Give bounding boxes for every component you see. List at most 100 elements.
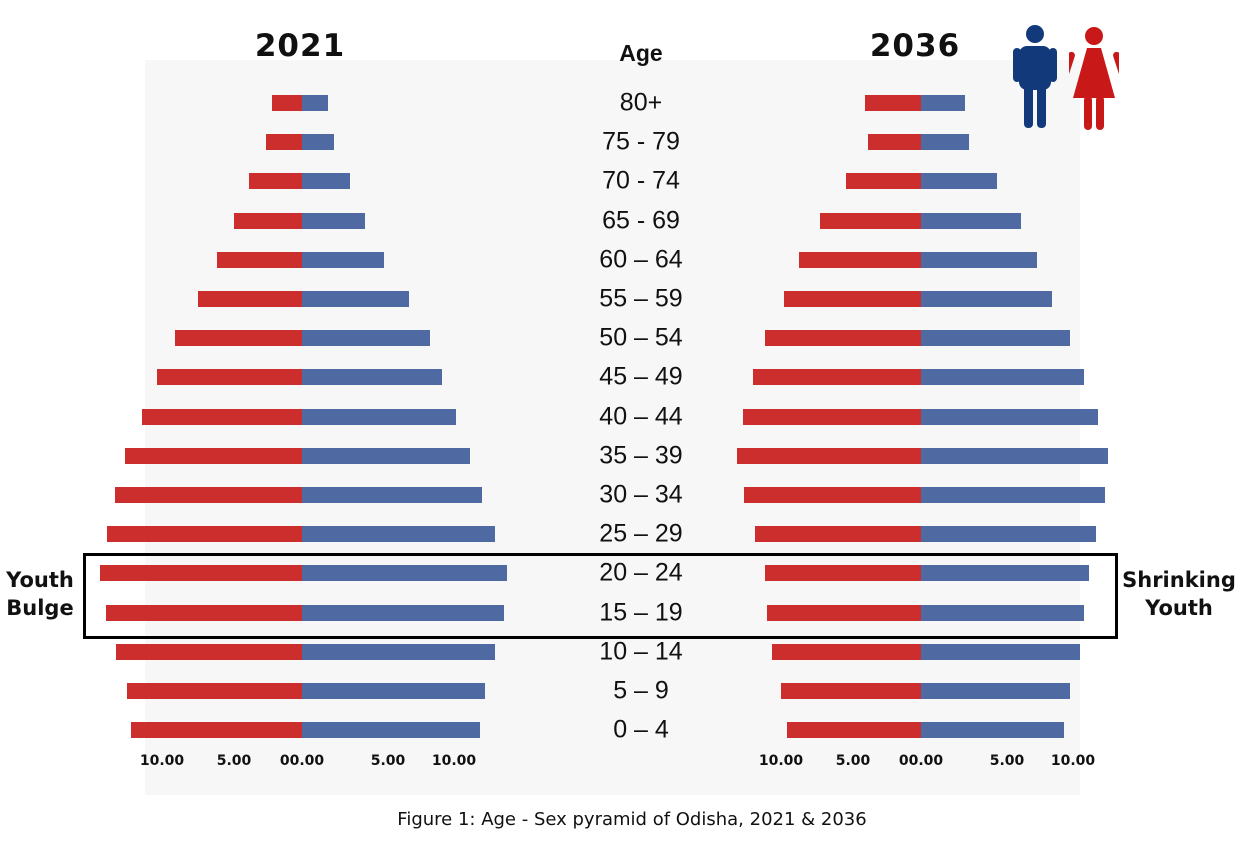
female-bar-2021 xyxy=(249,173,302,190)
male-bar-2021 xyxy=(302,408,457,425)
age-group-label: 5 – 9 xyxy=(613,676,669,705)
age-group-label: 0 – 4 xyxy=(613,715,669,744)
x-tick-label-2021: 5.00 xyxy=(370,753,406,769)
x-tick-label-2036: 5.00 xyxy=(835,753,871,769)
age-group-label: 45 – 49 xyxy=(599,362,683,391)
x-tick-label-2021: 10.00 xyxy=(139,753,185,769)
female-bar-2036 xyxy=(766,604,921,621)
male-bar-2021 xyxy=(302,330,431,347)
female-bar-2021 xyxy=(105,604,302,621)
shrinking-youth-note: Shrinking Youth xyxy=(1122,566,1236,622)
male-bar-2021 xyxy=(302,722,481,739)
youth-bulge-note: Youth Bulge xyxy=(4,566,76,622)
female-bar-2021 xyxy=(126,683,302,699)
female-bar-2021 xyxy=(116,643,302,660)
x-tick-label-2036: 00.00 xyxy=(898,753,944,769)
female-bar-2036 xyxy=(765,330,921,347)
shrinking-youth-line-1: Shrinking xyxy=(1122,568,1236,592)
male-bar-2036 xyxy=(921,408,1098,425)
male-person-icon xyxy=(1013,25,1057,128)
male-bar-2021 xyxy=(302,683,485,699)
male-bar-2021 xyxy=(302,447,470,464)
female-bar-2021 xyxy=(125,447,302,464)
x-tick-label-2021: 5.00 xyxy=(216,753,252,769)
x-tick-label-2036: 5.00 xyxy=(989,753,1025,769)
female-bar-2036 xyxy=(780,683,921,699)
male-bar-2036 xyxy=(921,643,1080,660)
male-bar-2021 xyxy=(302,251,384,268)
pyramid-2036-title: 2036 xyxy=(869,28,961,64)
female-bar-2036 xyxy=(742,408,921,425)
female-bar-2036 xyxy=(865,95,921,111)
youth-bulge-line-1: Youth xyxy=(6,568,74,592)
female-bar-2036 xyxy=(783,291,921,307)
female-bar-2021 xyxy=(265,134,302,151)
male-bar-2021 xyxy=(302,526,496,543)
male-bar-2036 xyxy=(921,565,1089,582)
youth-highlight-box xyxy=(83,553,1118,639)
age-group-label: 30 – 34 xyxy=(599,480,683,509)
female-bar-2036 xyxy=(753,369,921,386)
x-tick-label-2036: 10.00 xyxy=(758,753,804,769)
female-bar-2036 xyxy=(754,526,921,543)
female-bar-2036 xyxy=(798,251,921,268)
male-bar-2036 xyxy=(921,134,970,151)
male-bar-2036 xyxy=(921,251,1038,268)
age-group-label: 20 – 24 xyxy=(599,558,683,587)
female-bar-2036 xyxy=(736,447,921,464)
male-bar-2036 xyxy=(921,604,1085,621)
female-bar-2036 xyxy=(744,487,921,503)
male-bar-2021 xyxy=(302,212,366,229)
male-bar-2036 xyxy=(921,173,997,190)
female-bar-2021 xyxy=(131,722,302,739)
shrinking-youth-line-2: Youth xyxy=(1145,596,1213,620)
age-group-label: 55 – 59 xyxy=(599,284,683,313)
female-person-icon xyxy=(1069,27,1119,130)
female-bar-2036 xyxy=(819,212,921,229)
male-bar-2021 xyxy=(302,291,410,307)
x-tick-label-2021: 00.00 xyxy=(279,753,325,769)
age-group-label: 25 – 29 xyxy=(599,519,683,548)
female-bar-2036 xyxy=(845,173,921,190)
male-bar-2036 xyxy=(921,330,1071,347)
male-bar-2021 xyxy=(302,565,508,582)
male-bar-2036 xyxy=(921,369,1085,386)
male-bar-2021 xyxy=(302,134,334,151)
female-bar-2036 xyxy=(765,565,921,582)
female-bar-2021 xyxy=(234,212,302,229)
male-bar-2036 xyxy=(921,95,965,111)
female-bar-2021 xyxy=(114,487,302,503)
male-bar-2021 xyxy=(302,604,505,621)
age-group-label: 15 – 19 xyxy=(599,598,683,627)
age-group-label: 75 - 79 xyxy=(602,127,680,156)
male-bar-2036 xyxy=(921,291,1053,307)
female-bar-2036 xyxy=(771,643,921,660)
male-bar-2036 xyxy=(921,447,1109,464)
female-bar-2021 xyxy=(141,408,302,425)
age-group-label: 65 - 69 xyxy=(602,206,680,235)
pyramid-2021-title: 2021 xyxy=(254,28,346,64)
male-bar-2021 xyxy=(302,173,351,190)
male-bar-2021 xyxy=(302,95,328,111)
female-bar-2036 xyxy=(786,722,921,739)
male-bar-2036 xyxy=(921,487,1106,503)
age-group-label: 35 – 39 xyxy=(599,441,683,470)
age-group-label: 60 – 64 xyxy=(599,245,683,274)
age-group-label: 50 – 54 xyxy=(599,323,683,352)
x-tick-label-2021: 10.00 xyxy=(431,753,477,769)
male-bar-2021 xyxy=(302,487,482,503)
female-bar-2021 xyxy=(99,565,302,582)
female-bar-2036 xyxy=(868,134,921,151)
age-header: Age xyxy=(619,40,663,66)
male-bar-2021 xyxy=(302,643,496,660)
age-group-label: 10 – 14 xyxy=(599,637,683,666)
male-bar-2036 xyxy=(921,683,1071,699)
female-bar-2021 xyxy=(271,95,302,111)
youth-bulge-line-2: Bulge xyxy=(6,596,74,620)
female-bar-2021 xyxy=(175,330,302,347)
female-bar-2021 xyxy=(157,369,302,386)
age-group-label: 80+ xyxy=(619,88,663,117)
age-group-label: 70 - 74 xyxy=(602,166,680,195)
female-bar-2021 xyxy=(217,251,302,268)
